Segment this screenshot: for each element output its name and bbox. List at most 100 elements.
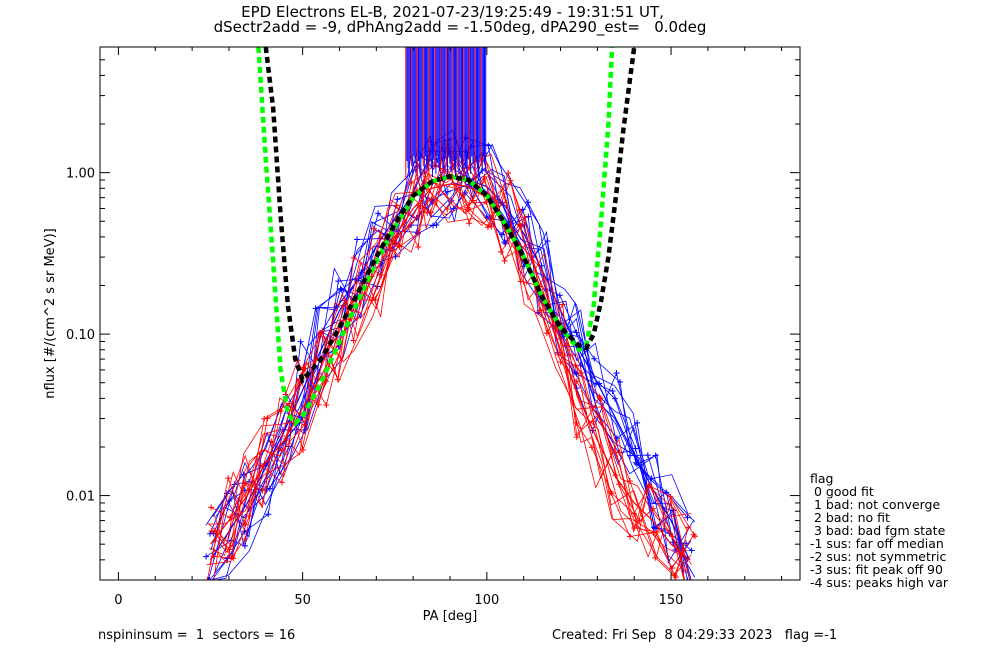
footer-spin-info: nspininsum = 1 sectors = 16	[98, 628, 296, 643]
data-point-marker	[685, 524, 692, 531]
data-point-marker	[464, 204, 471, 211]
data-series-line	[208, 153, 692, 576]
legend-item: -3 sus: fit peak off 90	[810, 562, 943, 577]
data-point-marker	[297, 338, 304, 345]
x-tick-label: 100	[474, 593, 499, 608]
data-point-marker	[444, 206, 451, 213]
data-series-line	[211, 140, 692, 580]
data-point-marker	[206, 577, 213, 580]
data-point-marker	[577, 370, 584, 377]
data-point-marker	[613, 370, 620, 377]
data-point-marker	[519, 206, 526, 213]
data-point-marker	[242, 535, 249, 542]
data-point-marker	[394, 196, 401, 203]
data-point-marker	[264, 415, 271, 422]
data-point-marker	[337, 285, 344, 292]
data-point-marker	[433, 222, 440, 228]
legend-item: 3 bad: bad fgm state	[810, 523, 946, 538]
saturation-spike-group	[405, 47, 487, 181]
data-point-marker	[444, 188, 451, 195]
chart-subtitle: dSectr2add = -9, dPhAng2add = -1.50deg, …	[213, 18, 707, 36]
axes-group: 0 50 100 150 0.01 0.10 1.00	[66, 46, 800, 608]
data-point-marker	[611, 395, 618, 402]
y-tick-label: 0.01	[66, 490, 95, 505]
data-point-marker	[350, 254, 357, 261]
data-point-marker	[596, 394, 603, 401]
data-point-marker	[488, 223, 495, 230]
data-point-marker	[225, 475, 232, 482]
data-point-marker	[278, 479, 285, 486]
data-series-line	[213, 137, 689, 580]
data-point-marker	[259, 487, 266, 494]
data-point-marker	[229, 554, 236, 561]
data-series-line	[214, 150, 685, 577]
data-series-line	[213, 140, 689, 578]
y-axis-label: nflux [#/(cm^2 s sr MeV)]	[43, 228, 58, 398]
data-point-marker	[559, 301, 566, 308]
data-point-marker	[301, 421, 308, 428]
data-point-marker	[672, 574, 679, 580]
data-point-marker	[226, 546, 233, 553]
data-point-marker	[211, 527, 218, 534]
data-point-marker	[616, 449, 623, 456]
data-point-marker	[268, 438, 275, 445]
data-series-line	[208, 196, 691, 580]
legend-item: -4 sus: peaks high var	[810, 575, 949, 590]
data-point-marker	[573, 329, 580, 336]
legend-item: 2 bad: no fit	[810, 510, 890, 525]
data-point-marker	[230, 555, 237, 562]
data-point-marker	[631, 525, 638, 531]
data-point-marker	[543, 330, 550, 337]
data-point-marker	[210, 553, 217, 560]
data-point-marker	[277, 408, 284, 415]
data-point-marker	[372, 296, 379, 303]
data-point-marker	[644, 452, 651, 459]
data-point-marker	[300, 364, 307, 371]
data-series-line	[212, 129, 691, 580]
data-point-marker	[354, 236, 361, 243]
data-point-marker	[205, 577, 212, 580]
data-point-marker	[690, 531, 697, 538]
data-point-marker	[632, 445, 639, 452]
y-tick-label: 0.10	[66, 328, 95, 343]
data-point-marker	[684, 577, 691, 580]
data-point-marker	[573, 378, 580, 385]
fit-curve-line	[263, 47, 637, 385]
data-point-marker	[301, 427, 308, 434]
flag-legend: flag 0 good fit 1 bad: not converge 2 ba…	[810, 472, 948, 589]
data-point-marker	[335, 278, 342, 285]
data-point-marker	[652, 554, 659, 561]
legend-heading: flag	[810, 471, 834, 486]
data-point-marker	[350, 337, 357, 344]
data-point-marker	[505, 170, 512, 177]
data-point-marker	[671, 572, 678, 579]
data-point-marker	[415, 243, 422, 250]
data-point-marker	[501, 257, 508, 264]
data-point-marker	[501, 239, 508, 246]
data-point-marker	[279, 447, 286, 454]
data-point-marker	[681, 547, 688, 554]
legend-item: -1 sus: far off median	[810, 536, 944, 551]
data-point-marker	[562, 342, 569, 349]
data-point-marker	[498, 248, 505, 255]
data-series-line	[210, 183, 690, 561]
chart-title: EPD Electrons EL-B, 2021-07-23/19:25:49 …	[241, 3, 664, 21]
footer-created-info: Created: Fri Sep 8 04:29:33 2023 flag =-…	[552, 628, 838, 643]
data-point-marker	[203, 553, 210, 560]
data-series-line	[211, 142, 695, 569]
legend-item: -2 sus: not symmetric	[810, 549, 947, 564]
data-point-marker	[312, 305, 319, 312]
data-point-marker	[650, 524, 657, 531]
data-point-marker	[607, 488, 614, 495]
x-tick-label: 50	[294, 593, 311, 608]
data-point-marker	[525, 213, 532, 220]
data-point-marker	[481, 173, 488, 180]
data-point-marker	[516, 221, 523, 228]
data-point-marker	[375, 210, 382, 217]
data-point-marker	[395, 242, 402, 249]
data-point-marker	[241, 542, 248, 549]
data-point-marker	[573, 434, 580, 441]
data-point-marker	[688, 547, 695, 554]
data-point-marker	[319, 328, 326, 335]
